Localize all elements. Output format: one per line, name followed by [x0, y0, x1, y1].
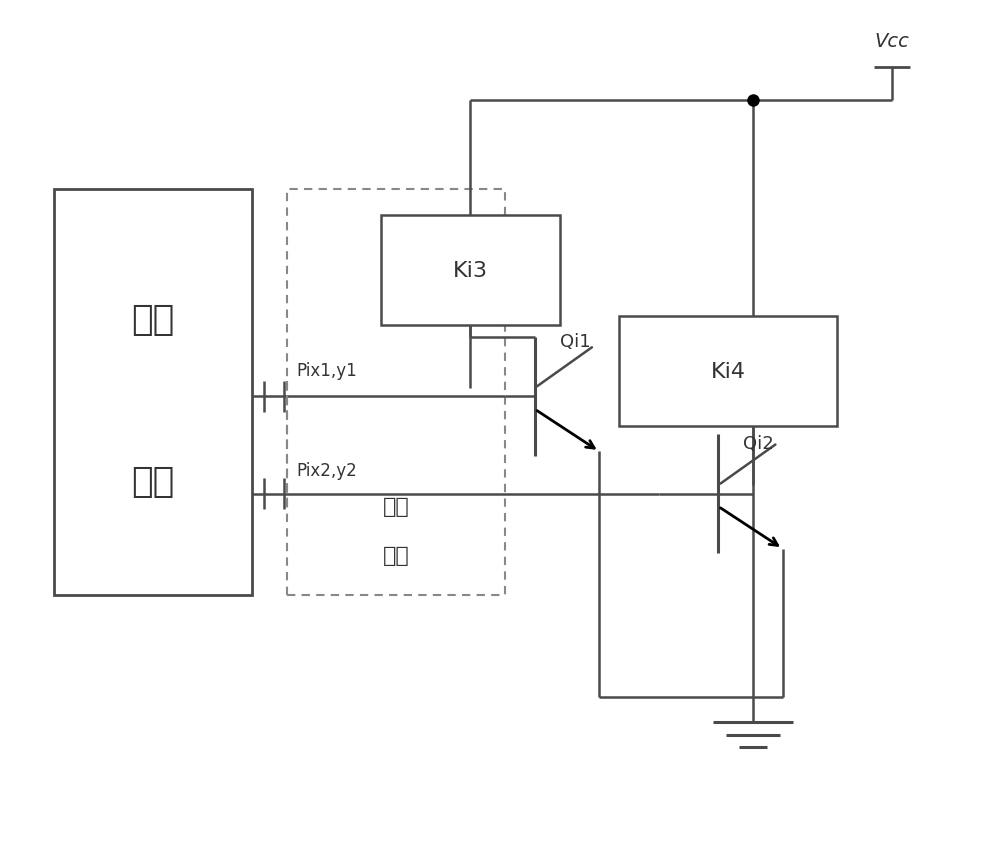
Bar [381, 215, 560, 325]
Text: 输出: 输出 [382, 545, 409, 565]
Bar [54, 190, 252, 595]
Text: Pix2,y2: Pix2,y2 [297, 461, 357, 479]
Text: 控制: 控制 [131, 465, 175, 499]
Text: Ki4: Ki4 [711, 362, 746, 381]
Text: 切换: 切换 [131, 303, 175, 337]
Text: 驱动: 驱动 [382, 496, 409, 516]
Text: Pix1,y1: Pix1,y1 [297, 362, 357, 380]
Text: Vcc: Vcc [874, 32, 909, 50]
Bar [287, 190, 505, 595]
Text: Qi1: Qi1 [560, 333, 590, 351]
Bar [619, 316, 837, 426]
Text: Qi2: Qi2 [743, 434, 774, 452]
Text: Ki3: Ki3 [453, 260, 488, 281]
